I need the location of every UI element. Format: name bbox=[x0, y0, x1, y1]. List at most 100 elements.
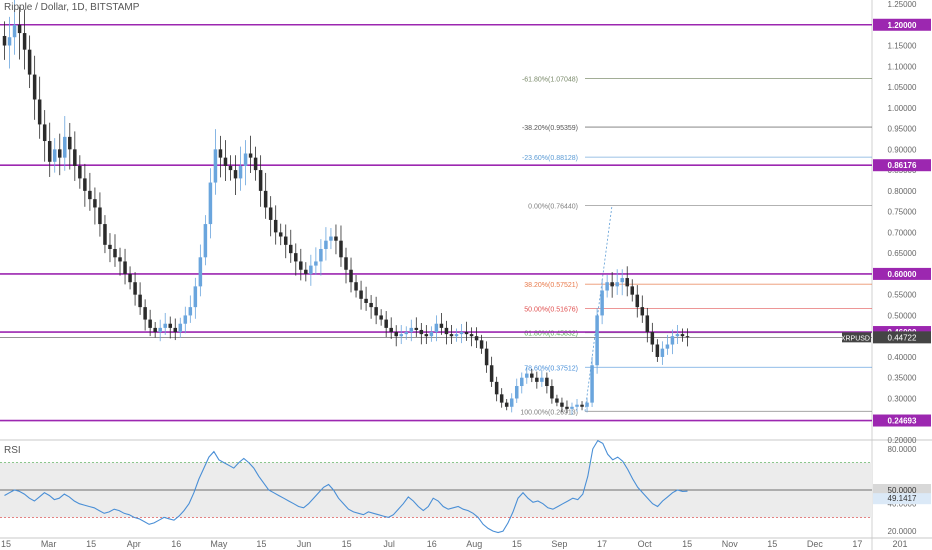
candle-body bbox=[78, 165, 82, 179]
candle-body bbox=[193, 286, 198, 308]
candle-body bbox=[289, 244, 293, 254]
candle-body bbox=[545, 377, 549, 387]
time-tick-label: 15 bbox=[342, 539, 352, 549]
candle-body bbox=[238, 165, 243, 179]
time-tick-label: Jul bbox=[383, 539, 395, 549]
rsi-tick-label: 40.0000 bbox=[888, 500, 917, 509]
candle-body bbox=[525, 373, 529, 378]
candle-body bbox=[665, 344, 670, 349]
candle-body bbox=[73, 149, 77, 166]
price-tick-label: 0.40000 bbox=[888, 353, 917, 362]
fib-level-label: 50.00%(0.51676) bbox=[524, 306, 578, 313]
candle-body bbox=[294, 253, 298, 262]
candle-body bbox=[148, 319, 152, 328]
candle-body bbox=[570, 406, 574, 409]
candle-body bbox=[384, 319, 388, 328]
time-tick-label: Sep bbox=[551, 539, 567, 549]
price-tick-label: 0.65000 bbox=[888, 249, 917, 258]
candle-body bbox=[319, 248, 323, 262]
candle-body bbox=[253, 157, 258, 171]
candle-body bbox=[103, 224, 107, 245]
candle-body bbox=[595, 315, 599, 366]
candle-body bbox=[364, 298, 368, 303]
candle-body bbox=[414, 327, 419, 330]
candle-body bbox=[153, 327, 157, 333]
candle-body bbox=[128, 273, 132, 283]
candle-body bbox=[650, 332, 655, 345]
fib-level-label: -61.80%(1.07048) bbox=[522, 77, 578, 84]
price-tick-label: 0.35000 bbox=[888, 374, 917, 383]
rsi-title: RSI bbox=[4, 445, 21, 456]
candle-body bbox=[680, 334, 685, 337]
time-tick-label: 15 bbox=[256, 539, 266, 549]
price-tick-label: 0.55000 bbox=[888, 291, 917, 300]
rsi-mid-value: 50.0000 bbox=[888, 486, 917, 495]
current-price-tag bbox=[873, 331, 931, 344]
candle-body bbox=[655, 344, 660, 357]
candle-body bbox=[354, 282, 358, 291]
candle-body bbox=[158, 327, 162, 333]
candle-body bbox=[620, 278, 624, 283]
candle-body bbox=[454, 334, 459, 337]
time-tick-label: Nov bbox=[722, 539, 739, 549]
candle-body bbox=[399, 334, 403, 337]
candle-body bbox=[7, 37, 12, 46]
candle-body bbox=[228, 165, 233, 171]
candle-body bbox=[168, 323, 172, 328]
candle-body bbox=[504, 402, 509, 407]
time-tick-label: 15 bbox=[86, 539, 96, 549]
candle-body bbox=[344, 257, 348, 270]
candle-body bbox=[208, 182, 213, 225]
candle-body bbox=[113, 248, 117, 258]
candle-body bbox=[560, 402, 564, 407]
rsi-current-value: 49.1417 bbox=[888, 494, 917, 503]
candle-body bbox=[434, 323, 439, 333]
price-tick-label: 0.80000 bbox=[888, 187, 917, 196]
candle-body bbox=[133, 282, 137, 295]
candle-body bbox=[93, 199, 97, 208]
candle-body bbox=[424, 334, 429, 337]
candle-body bbox=[540, 377, 544, 382]
fib-level-label: -23.60%(0.88128) bbox=[522, 155, 578, 162]
candle-body bbox=[590, 365, 594, 403]
candle-body bbox=[530, 373, 534, 378]
time-tick-label: Jun bbox=[297, 539, 312, 549]
candle-body bbox=[198, 257, 203, 287]
candle-body bbox=[138, 294, 142, 308]
candle-body bbox=[459, 332, 464, 335]
candle-body bbox=[575, 404, 579, 407]
candle-body bbox=[449, 334, 454, 337]
fib-level-label: 38.20%(0.57521) bbox=[524, 282, 578, 289]
candle-body bbox=[615, 282, 619, 287]
candle-body bbox=[248, 153, 253, 158]
candle-body bbox=[324, 240, 328, 249]
price-tick-label: 0.75000 bbox=[888, 208, 917, 217]
candle-body bbox=[52, 149, 57, 162]
candle-body bbox=[173, 327, 178, 333]
candle-body bbox=[278, 232, 283, 237]
price-tick-label: 0.50000 bbox=[888, 311, 917, 320]
candle-body bbox=[474, 336, 479, 341]
candle-body bbox=[223, 157, 228, 166]
candle-body bbox=[404, 332, 409, 335]
candle-body bbox=[98, 207, 102, 225]
time-tick-label: 17 bbox=[597, 539, 607, 549]
candle-body bbox=[32, 74, 37, 100]
time-tick-label: 15 bbox=[767, 539, 777, 549]
candle-body bbox=[439, 323, 444, 328]
price-tick-label: 0.90000 bbox=[888, 145, 917, 154]
candle-body bbox=[520, 377, 524, 387]
candle-body bbox=[419, 329, 424, 335]
time-tick-label: 16 bbox=[427, 539, 437, 549]
symbol-tag-text: XRPUSD bbox=[841, 335, 870, 342]
horizontal-level-tag bbox=[873, 18, 931, 31]
candle-body bbox=[675, 334, 680, 337]
candle-body bbox=[625, 278, 629, 287]
candle-body bbox=[243, 153, 248, 166]
fib-level-label: 61.80%(0.45832) bbox=[524, 331, 578, 338]
candle-body bbox=[188, 307, 193, 316]
candle-body bbox=[299, 261, 303, 270]
candle-body bbox=[2, 35, 7, 46]
candle-body bbox=[630, 286, 635, 295]
